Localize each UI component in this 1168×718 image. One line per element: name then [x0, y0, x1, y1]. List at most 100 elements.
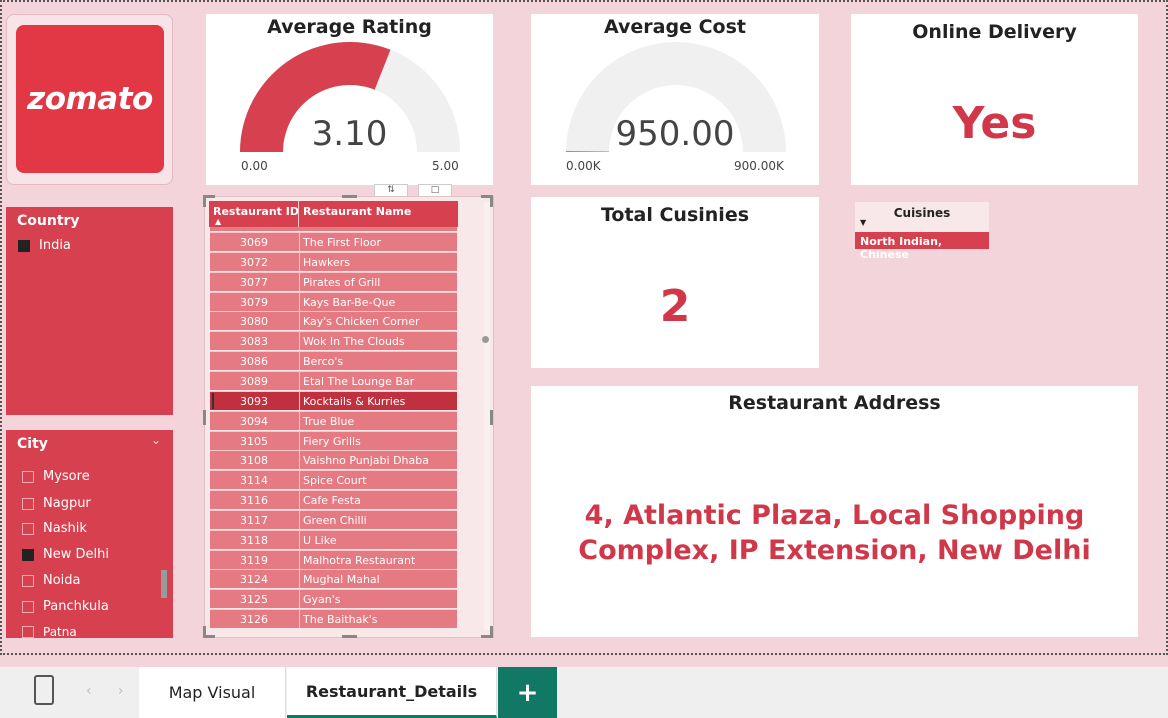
table-cell-name: Hawkers — [303, 255, 351, 269]
gauge-background — [566, 42, 786, 152]
chevron-down-icon[interactable]: ⌄ — [150, 433, 161, 447]
resize-handle-tr[interactable] — [481, 195, 493, 198]
header-restaurant-name[interactable]: Restaurant Name — [303, 205, 412, 218]
city-slicer[interactable]: Mumbai City ⌄ Mysore Nagpur Nashik New D… — [6, 430, 173, 638]
resize-handle-right[interactable] — [490, 410, 493, 425]
resize-handle-tr[interactable] — [490, 195, 493, 207]
table-cell-id: 3119 — [240, 553, 268, 567]
checkbox-checked-icon[interactable] — [18, 239, 30, 252]
avg-cost-card[interactable]: Average Cost 950.00 0.00K 900.00K — [531, 14, 819, 185]
table-row[interactable]: 3079 Kays Bar-Be-Que — [210, 291, 457, 311]
table-row[interactable]: 3072 Hawkers — [210, 251, 457, 271]
slicer-item-new-delhi[interactable]: New Delhi — [22, 547, 109, 562]
gauge-max-label: 900.00K — [734, 159, 784, 173]
resize-handle-tl[interactable] — [203, 195, 215, 198]
checkbox-icon[interactable] — [22, 574, 34, 587]
chevron-left-icon[interactable]: ‹ — [86, 683, 92, 699]
table-cell-name: Malhotra Restaurant — [303, 553, 416, 567]
country-slicer[interactable]: Country India — [6, 207, 173, 415]
chevron-right-icon[interactable]: › — [118, 683, 124, 699]
address-card[interactable]: Restaurant Address 4, Atlantic Plaza, Lo… — [531, 386, 1138, 637]
tab-map-visual[interactable]: Map Visual — [139, 667, 286, 718]
gauge-max-label: 5.00 — [432, 159, 459, 173]
table-cell-name: U Like — [303, 533, 337, 547]
focus-mode-icon[interactable]: □ — [418, 184, 452, 196]
slicer-item-nagpur[interactable]: Nagpur — [22, 496, 91, 511]
table-row[interactable]: 3094 True Blue — [210, 410, 457, 430]
filter-icon[interactable]: ⇅ — [374, 184, 408, 196]
table-row[interactable]: 3108 Vaishno Punjabi Dhaba — [210, 450, 457, 470]
resize-handle-br[interactable] — [481, 635, 493, 638]
resize-handle-bottom[interactable] — [342, 635, 357, 638]
sort-ascending-icon[interactable]: ▲ — [215, 217, 222, 226]
address-value: 4, Atlantic Plaza, Local Shopping Comple… — [531, 498, 1138, 568]
table-row[interactable]: 3080 Kay's Chicken Corner — [210, 311, 457, 331]
table-row[interactable]: 3125 Gyan's — [210, 589, 457, 609]
slicer-item-label: India — [39, 238, 71, 253]
table-row[interactable]: 3086 Berco's — [210, 351, 457, 371]
avg-cost-value: 950.00 — [615, 114, 735, 154]
table-row[interactable]: 3116 Cafe Festa — [210, 490, 457, 510]
table-cell-name: Mughal Mahal — [303, 573, 380, 587]
sort-descending-icon[interactable]: ▼ — [860, 218, 867, 227]
slicer-item-nashik[interactable]: Nashik — [22, 521, 87, 536]
slicer-item-label: Noida — [43, 573, 81, 588]
cuisines-cell[interactable]: North Indian, Chinese — [855, 232, 989, 261]
checkbox-icon[interactable] — [22, 522, 34, 535]
table-row[interactable]: 3124 Mughal Mahal — [210, 569, 457, 589]
table-row[interactable]: 3105 Fiery Grills — [210, 430, 457, 450]
resize-handle-left[interactable] — [203, 410, 206, 425]
scrollbar-thumb[interactable] — [482, 336, 489, 343]
checkbox-icon[interactable] — [22, 470, 34, 483]
table-row[interactable]: 3119 Malhotra Restaurant — [210, 549, 457, 569]
table-cell-name: Kays Bar-Be-Que — [303, 295, 396, 309]
cuisines-header[interactable]: Cuisines — [893, 206, 951, 220]
table-scrollbar[interactable] — [484, 202, 490, 630]
country-slicer-title: Country — [17, 213, 80, 229]
checkbox-icon[interactable] — [22, 626, 34, 638]
header-restaurant-id[interactable]: Restaurant ID — [213, 205, 299, 218]
online-delivery-card[interactable]: Online Delivery Yes — [851, 14, 1138, 185]
table-cell-name: Cafe Festa — [303, 494, 361, 508]
slicer-item-panchkula[interactable]: Panchkula — [22, 599, 109, 614]
logo-card: zomato — [6, 14, 173, 185]
checkbox-icon[interactable] — [22, 600, 34, 613]
slicer-item-noida[interactable]: Noida — [22, 573, 81, 588]
add-page-button[interactable]: + — [498, 667, 557, 718]
table-row[interactable]: 3114 Spice Court — [210, 470, 457, 490]
table-row[interactable]: 3089 Etal The Lounge Bar — [210, 370, 457, 390]
resize-handle-tl[interactable] — [203, 195, 206, 207]
checkbox-checked-icon[interactable] — [22, 548, 34, 561]
table-cell-name: Pirates of Grill — [303, 275, 381, 289]
table-row[interactable]: 3069 The First Floor — [210, 232, 457, 251]
table-cell-id: 3105 — [240, 434, 268, 448]
table-row[interactable]: 3118 U Like — [210, 529, 457, 549]
tab-restaurant-details[interactable]: Restaurant_Details — [287, 667, 497, 718]
table-row[interactable]: 3117 Green Chilli — [210, 509, 457, 529]
table-cell-id: 3093 — [240, 394, 268, 408]
mobile-layout-icon[interactable] — [34, 675, 54, 705]
resize-handle-br[interactable] — [490, 626, 493, 638]
cuisines-table[interactable]: Cuisines ▼ North Indian, Chinese — [855, 202, 989, 261]
slicer-item-partial[interactable]: Patna — [22, 625, 77, 638]
slicer-item-mysore[interactable]: Mysore — [22, 469, 90, 484]
table-cell-id: 3083 — [240, 335, 268, 349]
gauge-min-label: 0.00K — [566, 159, 601, 173]
table-cell-name: Spice Court — [303, 474, 367, 488]
resize-handle-bl[interactable] — [203, 626, 206, 638]
scrollbar-thumb[interactable] — [161, 570, 167, 598]
table-cell-id: 3086 — [240, 355, 268, 369]
table-cell-id: 3080 — [240, 315, 268, 329]
avg-rating-gauge — [240, 42, 460, 152]
slicer-item-india[interactable]: India — [18, 238, 71, 253]
resize-handle-top[interactable] — [342, 195, 357, 198]
table-row[interactable]: 3077 Pirates of Grill — [210, 271, 457, 291]
avg-rating-card[interactable]: Average Rating 3.10 0.00 5.00 — [206, 14, 493, 185]
table-row[interactable]: 3093 Kocktails & Kurries — [210, 390, 457, 410]
total-cuisines-card[interactable]: Total Cusinies 2 — [531, 197, 819, 368]
restaurant-table[interactable]: 3064 Gopal's 56 Restaurant ID ▲ Restaura… — [209, 201, 458, 631]
resize-handle-bl[interactable] — [203, 635, 215, 638]
table-row[interactable]: 3083 Wok In The Clouds — [210, 331, 457, 351]
table-row[interactable]: 3126 The Baithak's — [210, 609, 457, 629]
checkbox-icon[interactable] — [22, 497, 34, 510]
